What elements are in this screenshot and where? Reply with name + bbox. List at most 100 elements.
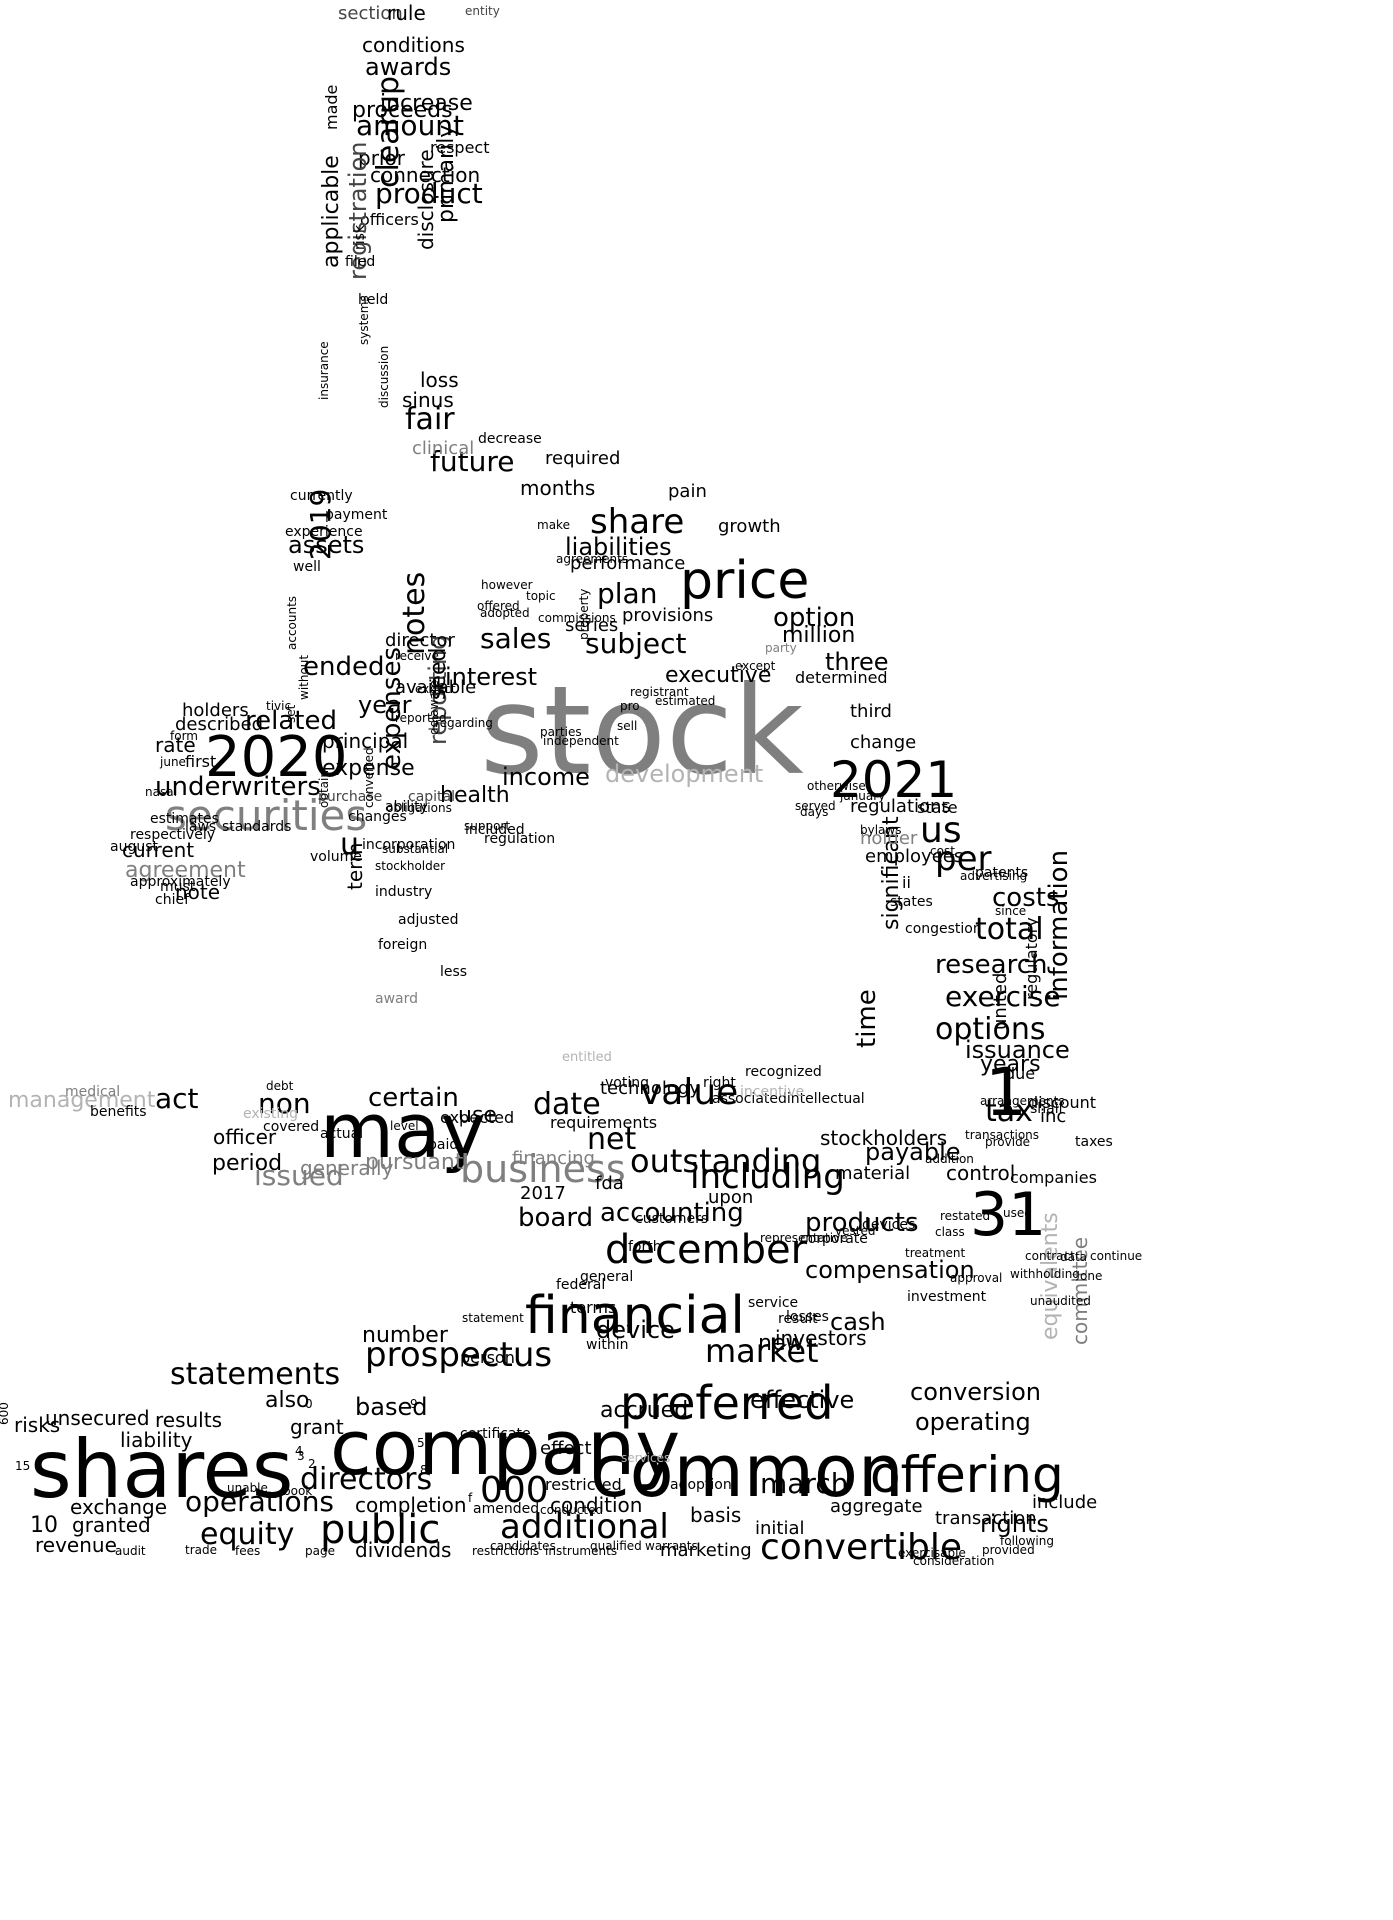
cloud-word: sinus bbox=[402, 388, 454, 412]
cloud-word: employees bbox=[865, 846, 964, 867]
cloud-word: granted bbox=[72, 1513, 151, 1537]
cloud-word: taxes bbox=[1075, 1134, 1113, 1150]
cloud-word: stockholder bbox=[375, 859, 446, 873]
cloud-word: years bbox=[980, 1052, 1041, 1077]
cloud-word: debt bbox=[266, 1079, 294, 1093]
cloud-word: foreign bbox=[378, 937, 428, 953]
cloud-word: data bbox=[1060, 1250, 1088, 1264]
cloud-word: effective bbox=[750, 1386, 855, 1414]
cloud-word: information bbox=[1044, 849, 1074, 1000]
cloud-word: payable bbox=[865, 1138, 961, 1166]
cloud-word: plan bbox=[597, 577, 658, 610]
cloud-word: addition bbox=[925, 1152, 974, 1166]
cloud-word: grant bbox=[290, 1415, 344, 1439]
cloud-word: preferred bbox=[620, 1376, 834, 1430]
cloud-word: market bbox=[705, 1332, 819, 1370]
cloud-word: cost bbox=[930, 844, 955, 858]
cloud-word: provide bbox=[985, 1135, 1031, 1149]
cloud-word: receive bbox=[395, 649, 439, 663]
cloud-word: time bbox=[852, 989, 882, 1048]
cloud-word: unsecured bbox=[45, 1406, 150, 1430]
cloud-word: 10 bbox=[30, 1513, 58, 1538]
cloud-word: value bbox=[640, 1072, 739, 1113]
cloud-word: congestion bbox=[905, 921, 982, 937]
cloud-word: parties bbox=[540, 725, 582, 739]
cloud-word: 2017 bbox=[520, 1183, 566, 1204]
cloud-word: net bbox=[587, 1122, 637, 1157]
cloud-word: advertising bbox=[960, 869, 1028, 883]
cloud-word: provided bbox=[982, 1543, 1035, 1557]
cloud-word: registrant bbox=[630, 685, 689, 699]
cloud-word: approximately bbox=[130, 874, 231, 890]
cloud-word: august bbox=[110, 839, 158, 855]
cloud-word: right bbox=[703, 1075, 736, 1091]
cloud-word: discount bbox=[1028, 1093, 1097, 1112]
cloud-word: expenses bbox=[377, 647, 407, 770]
cloud-word: health bbox=[440, 783, 510, 808]
cloud-word: regulatory bbox=[1022, 917, 1041, 1000]
cloud-word: however bbox=[481, 578, 533, 592]
cloud-word: completion bbox=[355, 1493, 467, 1517]
cloud-word: device bbox=[596, 1316, 675, 1344]
cloud-word: research bbox=[935, 950, 1048, 980]
cloud-word: board bbox=[518, 1203, 594, 1233]
cloud-word: total bbox=[975, 912, 1044, 947]
cloud-word: include bbox=[1032, 1492, 1098, 1513]
cloud-word: january bbox=[840, 789, 886, 803]
cloud-word: united bbox=[990, 972, 1011, 1030]
cloud-word: benefits bbox=[90, 1104, 147, 1120]
cloud-word: fees bbox=[235, 1544, 261, 1558]
cloud-word: investors bbox=[775, 1326, 867, 1350]
cloud-word: result bbox=[778, 1311, 818, 1327]
cloud-word: condition bbox=[550, 1493, 643, 1517]
cloud-word: class bbox=[935, 1225, 965, 1239]
cloud-word: exercise bbox=[945, 980, 1061, 1013]
cloud-word: delaware bbox=[427, 680, 441, 735]
cloud-word: company bbox=[330, 1403, 681, 1492]
cloud-word: clinical bbox=[412, 438, 475, 459]
cloud-word: available bbox=[395, 677, 477, 698]
cloud-word: regarding bbox=[435, 716, 493, 730]
cloud-word: following bbox=[1000, 1534, 1054, 1548]
cloud-word: less bbox=[440, 964, 468, 980]
cloud-word: required bbox=[545, 448, 621, 469]
cloud-word: adoption bbox=[670, 1477, 732, 1493]
cloud-word: costs bbox=[992, 883, 1060, 913]
cloud-word: also bbox=[265, 1388, 310, 1413]
cloud-word: operations bbox=[185, 1485, 335, 1518]
cloud-word: business bbox=[460, 1147, 626, 1191]
cloud-word: arrangements bbox=[980, 1094, 1065, 1108]
cloud-word: 4 bbox=[295, 1444, 303, 1458]
cloud-word: paid bbox=[428, 1137, 459, 1153]
cloud-word: state bbox=[917, 798, 958, 817]
cloud-word: underwriters bbox=[155, 772, 321, 802]
cloud-word: regulations bbox=[850, 796, 951, 817]
cloud-word: offered bbox=[477, 599, 520, 613]
cloud-word: conducted bbox=[540, 1503, 604, 1517]
cloud-word: 0 bbox=[305, 1397, 313, 1411]
cloud-word: without bbox=[297, 654, 311, 700]
cloud-word: person bbox=[460, 1348, 515, 1367]
cloud-word: unable bbox=[227, 1481, 268, 1495]
cloud-word: described bbox=[175, 714, 264, 735]
cloud-word: otherwise bbox=[807, 779, 866, 793]
cloud-word: qualified bbox=[590, 1539, 642, 1553]
cloud-word: losses bbox=[786, 1309, 829, 1325]
cloud-word: purchase bbox=[318, 789, 383, 805]
cloud-word: changes bbox=[348, 809, 407, 825]
cloud-word: proceeds bbox=[352, 98, 453, 123]
cloud-word: dividends bbox=[355, 1538, 452, 1562]
cloud-word: public bbox=[320, 1507, 441, 1553]
cloud-word: 1 bbox=[985, 1054, 1027, 1131]
cloud-word: liability bbox=[120, 1428, 193, 1452]
cloud-word: commissions bbox=[538, 611, 616, 625]
cloud-word: volume bbox=[310, 849, 362, 865]
cloud-word: converted bbox=[362, 747, 376, 808]
cloud-word: expect bbox=[415, 682, 456, 696]
cloud-word: adjusted bbox=[398, 912, 459, 928]
cloud-word: 5 bbox=[417, 1436, 425, 1450]
cloud-word: shall bbox=[1030, 1101, 1063, 1117]
cloud-word: upon bbox=[708, 1187, 754, 1208]
cloud-word: estimated bbox=[655, 694, 716, 708]
cloud-word: tax bbox=[985, 1094, 1033, 1129]
